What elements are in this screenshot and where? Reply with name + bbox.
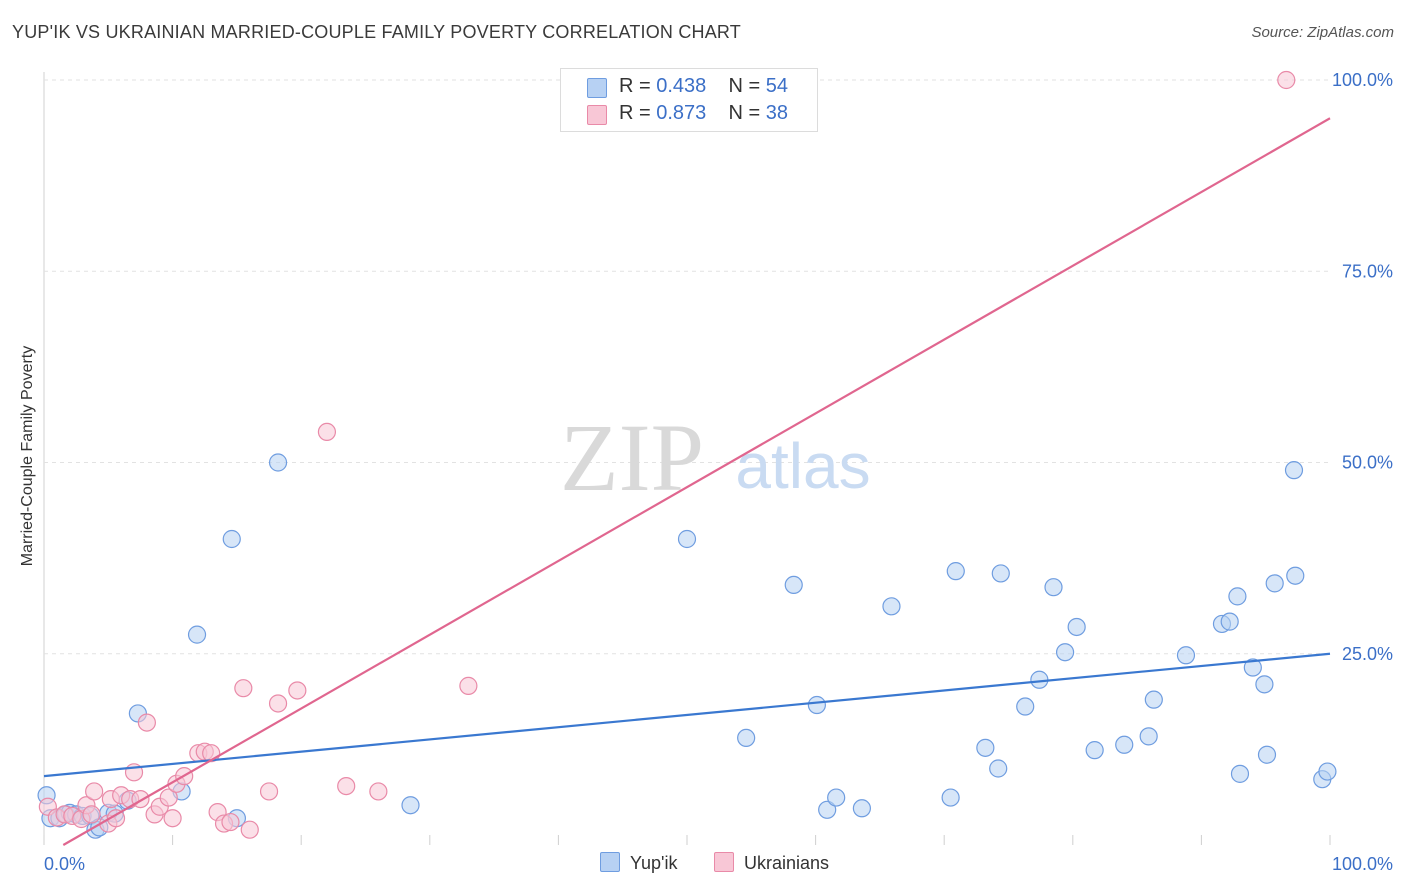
yupik-point	[1176, 646, 1196, 665]
yupik-point	[1067, 617, 1086, 637]
y-tick-label: 25.0%	[1342, 644, 1393, 664]
y-tick-label: 75.0%	[1342, 261, 1393, 281]
ukrainian-point	[85, 782, 104, 801]
yupik-point	[1265, 574, 1284, 593]
yupik-point	[1144, 690, 1163, 709]
yupik-trend-line	[43, 652, 1331, 778]
ukrainian-point	[259, 782, 279, 801]
series-legend-yupik: Yup'ik	[600, 852, 677, 874]
legend-swatch-ukrainians	[587, 105, 607, 125]
watermark-atlas: atlas	[735, 430, 870, 502]
ukrainian-point	[82, 805, 101, 824]
legend-n-label: N =	[728, 102, 761, 124]
yupik-point	[1139, 727, 1158, 746]
legend-swatch-yupik	[587, 78, 607, 98]
yupik-point	[1230, 764, 1250, 783]
series-swatch-yupik	[600, 852, 620, 872]
legend-r-value: 0.438	[656, 75, 707, 97]
yupik-point	[1284, 461, 1304, 480]
yupik-point	[882, 597, 901, 616]
ukrainian-point	[1277, 70, 1296, 90]
ukrainian-point	[459, 676, 478, 695]
yupik-point	[976, 738, 995, 757]
ukrainian-point	[240, 820, 259, 839]
yupik-point	[1055, 643, 1075, 662]
yupik-point	[818, 800, 837, 819]
ukrainian-point	[317, 422, 337, 441]
yupik-point	[677, 529, 697, 549]
yupik-point	[1228, 587, 1247, 606]
yupik-point	[1220, 612, 1239, 631]
x-tick-label: 100.0%	[1332, 854, 1393, 874]
yupik-point	[401, 796, 420, 815]
yupik-point	[1286, 566, 1305, 585]
yupik-point	[222, 529, 241, 549]
ukrainian-point	[288, 681, 307, 700]
yupik-point	[1115, 735, 1134, 754]
yupik-point	[991, 564, 1010, 583]
ukrainian-point	[221, 812, 240, 832]
yupik-point	[1044, 578, 1063, 597]
watermark-zip: ZIP	[560, 404, 704, 511]
legend-n-label: N =	[728, 75, 761, 97]
legend-n-value: 38	[765, 102, 789, 124]
data-points	[37, 70, 1337, 839]
series-label-ukrainians: Ukrainians	[744, 853, 830, 873]
y-tick-label: 100.0%	[1332, 70, 1393, 90]
chart-title: YUP'IK VS UKRAINIAN MARRIED-COUPLE FAMIL…	[12, 22, 741, 42]
legend-r-label: R =	[619, 75, 651, 97]
series-label-yupik: Yup'ik	[630, 853, 678, 873]
legend-r-label: R =	[619, 102, 651, 124]
yupik-point	[807, 695, 826, 715]
yupik-point	[737, 728, 756, 748]
yupik-point	[989, 759, 1008, 778]
ukrainian-point	[234, 679, 253, 698]
legend-r-value: 0.873	[656, 102, 707, 124]
yupik-point	[1016, 697, 1035, 716]
yupik-point	[1255, 675, 1274, 694]
legend-text-ukrainians: R = 0.873 N = 38	[619, 102, 788, 125]
yupik-point	[941, 788, 960, 807]
ukrainian-point	[268, 694, 288, 713]
ukrainian-trend-line	[62, 117, 1331, 846]
ukrainian-point	[369, 782, 388, 801]
stats-legend: R = 0.438 N = 54 R = 0.873 N = 38	[560, 68, 818, 132]
ukrainian-point	[137, 713, 156, 732]
ukrainian-point	[159, 788, 178, 807]
yupik-point	[187, 625, 207, 644]
axis-tick-labels: 25.0% 50.0% 75.0% 100.0% 0.0% 100.0%	[44, 70, 1393, 874]
yupik-point	[946, 562, 965, 581]
source-label: Source: ZipAtlas.com	[1251, 24, 1394, 41]
yupik-point	[827, 788, 846, 807]
yupik-point	[1085, 741, 1104, 760]
ukrainian-point	[163, 809, 182, 828]
trend-lines	[43, 117, 1331, 846]
yupik-point	[784, 575, 803, 595]
ukrainian-point	[106, 809, 126, 828]
yupik-point	[268, 453, 288, 472]
x-tick-label: 0.0%	[44, 854, 85, 874]
legend-n-value: 54	[765, 75, 789, 97]
yupik-point	[852, 799, 871, 818]
legend-text-yupik: R = 0.438 N = 54	[619, 75, 788, 98]
series-legend-ukrainians: Ukrainians	[714, 852, 829, 874]
yupik-point	[1243, 658, 1262, 677]
y-tick-label: 50.0%	[1342, 453, 1393, 473]
ukrainian-point	[337, 776, 356, 796]
watermark: ZIP atlas	[560, 404, 871, 511]
yupik-point	[1318, 762, 1337, 781]
yupik-point	[1257, 745, 1277, 764]
series-swatch-ukrainians	[714, 852, 734, 872]
